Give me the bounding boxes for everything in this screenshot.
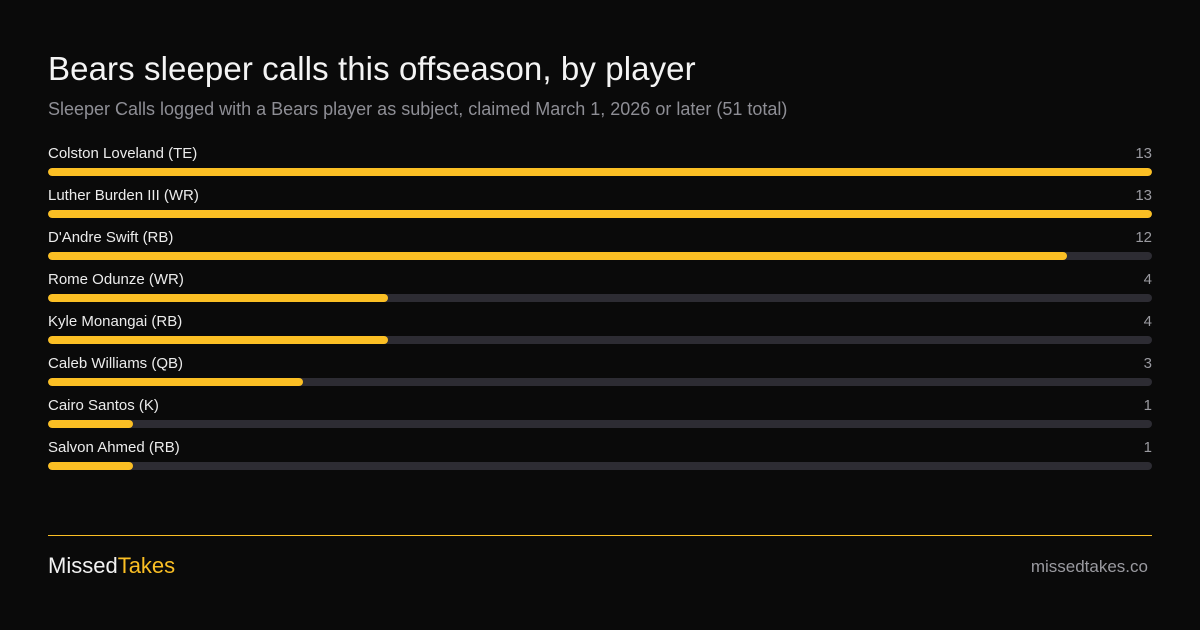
bar xyxy=(48,252,1068,260)
footer-divider xyxy=(48,535,1152,536)
bar-value-label: 3 xyxy=(1143,355,1152,372)
site-url[interactable]: missedtakes.co xyxy=(1030,557,1148,576)
bar xyxy=(48,210,1152,218)
bar-label: Luther Burden III (WR) xyxy=(48,187,199,204)
bar xyxy=(48,336,388,344)
bar-value-label: 1 xyxy=(1143,439,1152,456)
bar-row: Salvon Ahmed (RB) 1 xyxy=(48,437,1152,479)
bar-label: Kyle Monangai (RB) xyxy=(48,313,183,330)
brand-name-takes: Takes xyxy=(117,553,176,578)
bar-row: Cairo Santos (K) 1 xyxy=(48,395,1152,437)
bar-chart: Colston Loveland (TE) 13 Luther Burden III… xyxy=(48,143,1152,479)
chart-title: Bears sleeper calls this offseason, by p… xyxy=(48,50,696,87)
bar xyxy=(48,420,133,428)
bar-track xyxy=(48,420,1152,428)
bar-row: Kyle Monangai (RB) 4 xyxy=(48,311,1152,353)
bar-track xyxy=(48,168,1152,176)
bar-row: Colston Loveland (TE) 13 xyxy=(48,143,1152,185)
brand-name-missed: Missed xyxy=(48,553,118,578)
bar-value-label: 13 xyxy=(1135,145,1152,162)
brand-logo[interactable]: MissedTakes xyxy=(48,553,175,579)
bar-track xyxy=(48,210,1152,218)
bar xyxy=(48,378,303,386)
bar-track xyxy=(48,378,1152,386)
bar-track xyxy=(48,294,1152,302)
bar-row: Rome Odunze (WR) 4 xyxy=(48,269,1152,311)
bar-label: D'Andre Swift (RB) xyxy=(48,229,174,246)
bar-label: Rome Odunze (WR) xyxy=(48,271,184,288)
bar xyxy=(48,168,1152,176)
bar xyxy=(48,294,388,302)
bar-track xyxy=(48,462,1152,470)
bar-value-label: 4 xyxy=(1143,313,1152,330)
bar-label: Salvon Ahmed (RB) xyxy=(48,439,180,456)
bar-value-label: 12 xyxy=(1135,229,1152,246)
bar-value-label: 13 xyxy=(1135,187,1152,204)
bar-track xyxy=(48,252,1152,260)
bar-label: Colston Loveland (TE) xyxy=(48,145,198,162)
bar-row: Caleb Williams (QB) 3 xyxy=(48,353,1152,395)
bar-value-label: 1 xyxy=(1143,397,1152,414)
chart-subtitle: Sleeper Calls logged with a Bears player… xyxy=(48,99,788,119)
bar-row: D'Andre Swift (RB) 12 xyxy=(48,227,1152,269)
bar-track xyxy=(48,336,1152,344)
bar-value-label: 4 xyxy=(1143,271,1152,288)
bar-label: Caleb Williams (QB) xyxy=(48,355,184,372)
bar xyxy=(48,462,133,470)
bar-row: Luther Burden III (WR) 13 xyxy=(48,185,1152,227)
bar-label: Cairo Santos (K) xyxy=(48,397,159,414)
